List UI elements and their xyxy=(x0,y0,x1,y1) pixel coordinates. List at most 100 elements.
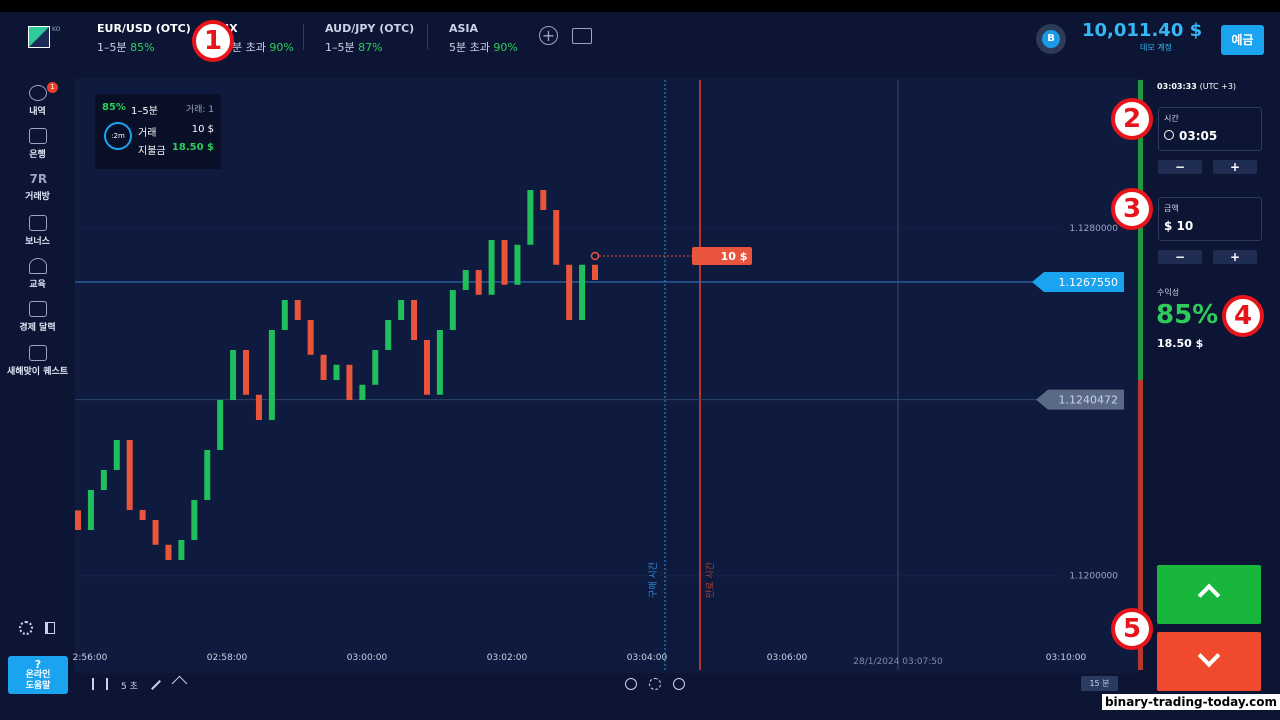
profit-percent: 85% xyxy=(1156,300,1219,330)
candle xyxy=(75,510,81,530)
sidebar-item[interactable]: 경제 달력 xyxy=(0,301,75,333)
time-input[interactable]: 시간 03:05 xyxy=(1158,107,1262,151)
time-plus[interactable]: + xyxy=(1213,160,1257,174)
candle xyxy=(423,340,430,395)
candle xyxy=(579,264,586,320)
call-button[interactable] xyxy=(1157,565,1261,624)
sidebar-item[interactable]: 교육 xyxy=(0,258,75,290)
asset-tab[interactable]: EUR/USD (OTC) 1–5분 85% xyxy=(97,22,191,55)
timezone: (UTC +3) xyxy=(1199,82,1237,91)
sentiment-bar-up xyxy=(1138,80,1143,380)
chart-type-button[interactable] xyxy=(92,678,108,690)
candle xyxy=(540,190,547,210)
amount-input[interactable]: 금액 $ 10 xyxy=(1158,197,1262,241)
time-minus[interactable]: − xyxy=(1158,160,1202,174)
level-badge[interactable]: B xyxy=(1036,24,1066,54)
trade-label: 거래 xyxy=(138,128,157,139)
clock: 03:03:33 (UTC +3) xyxy=(1157,82,1236,91)
candle xyxy=(501,240,508,285)
candle xyxy=(307,320,314,355)
timeframe-button[interactable]: 5 초 xyxy=(121,682,138,692)
sidebar-item[interactable]: 7R 거래방 xyxy=(25,172,50,202)
deposit-button[interactable]: 예금 xyxy=(1221,25,1264,55)
asset-tab[interactable]: AUD/JPY (OTC) 1–5분 87% xyxy=(325,22,414,55)
candle xyxy=(87,490,94,530)
candle xyxy=(268,330,275,420)
candle xyxy=(113,440,120,470)
zoom-in-button[interactable] xyxy=(673,678,685,690)
candle xyxy=(411,300,418,340)
candle xyxy=(204,450,211,500)
x-tick-label: 03:04:00 xyxy=(627,653,668,663)
payout-value: 18.50 $ xyxy=(171,142,214,153)
amount-value: $ 10 xyxy=(1164,219,1194,233)
date-label: 28/1/2024 03:07:50 xyxy=(853,657,943,667)
amount-minus[interactable]: − xyxy=(1158,250,1202,264)
account-type[interactable]: 데모 계정 xyxy=(1140,43,1172,52)
zoom-out-button[interactable] xyxy=(625,678,637,690)
sidebar-label: 내역 xyxy=(29,107,46,117)
sidebar-label: 은행 xyxy=(29,150,46,160)
x-tick-label: 2:56:00 xyxy=(73,653,108,663)
candle xyxy=(100,470,107,490)
time-text: 03:05 xyxy=(1179,129,1218,143)
sidebar-item[interactable]: 은행 xyxy=(0,128,75,160)
sound-button[interactable] xyxy=(45,622,55,634)
trade-marker-label: 10 $ xyxy=(721,250,748,263)
help-button[interactable]: ? 온라인 도움말 xyxy=(8,656,68,694)
divider xyxy=(303,24,304,50)
asset-payout: 90% xyxy=(269,41,294,54)
asset-duration: 5분 초과 xyxy=(449,41,490,54)
trade-count: 거래: 1 xyxy=(185,105,214,115)
asset-payout: 90% xyxy=(493,41,518,54)
time-label: 시간 xyxy=(1164,114,1179,123)
candle xyxy=(449,290,456,330)
zoom-level[interactable]: 15 분 xyxy=(1081,676,1118,691)
candle xyxy=(553,210,560,265)
current-price-label: 1.1267550 xyxy=(1059,276,1119,289)
sidebar-item[interactable]: 보너스 xyxy=(0,215,75,247)
asset-tab[interactable]: ASIA 5분 초과 90% xyxy=(449,22,518,55)
help-label: 온라인 도움말 xyxy=(25,670,51,691)
annotation: 3 xyxy=(1111,188,1153,230)
zoom-reset-button[interactable] xyxy=(649,678,661,690)
annotation: 1 xyxy=(192,20,234,62)
sidebar-label: 새해맞이 퀘스트 xyxy=(6,367,69,377)
annotation: 5 xyxy=(1111,608,1153,650)
add-asset-button[interactable]: + xyxy=(539,26,558,45)
amount-plus[interactable]: + xyxy=(1213,250,1257,264)
asset-tab[interactable]: IX 5분 초과 90% xyxy=(225,22,294,55)
expiry-time-label: 만료 시간 xyxy=(705,562,716,598)
x-tick-label: 03:10:00 xyxy=(1046,653,1087,663)
watermark: binary-trading-today.com xyxy=(1102,694,1280,710)
annotation: 4 xyxy=(1222,295,1264,337)
annotation: 2 xyxy=(1111,98,1153,140)
settings-button[interactable] xyxy=(19,621,33,635)
trade-duration: 1–5분 xyxy=(131,106,158,117)
asset-name: ASIA xyxy=(449,22,479,35)
x-tick-label: 03:00:00 xyxy=(347,653,388,663)
layout-button[interactable] xyxy=(572,28,592,44)
candle xyxy=(126,440,133,510)
candle xyxy=(566,264,573,320)
sidebar-item[interactable]: 내역 xyxy=(0,85,75,117)
logo[interactable] xyxy=(28,26,50,48)
candle xyxy=(398,300,405,320)
candle xyxy=(178,540,185,560)
level-price-label: 1.1240472 xyxy=(1059,394,1119,407)
profit-label: 수익성 xyxy=(1157,288,1180,297)
candle xyxy=(152,520,159,545)
current-price-tag xyxy=(1032,271,1124,292)
candle xyxy=(255,394,262,420)
candle xyxy=(359,384,366,400)
sidebar-item[interactable]: 새해맞이 퀘스트 xyxy=(0,345,75,377)
asset-payout: 85% xyxy=(130,41,155,54)
level-letter: B xyxy=(1042,30,1060,48)
asset-duration: 1–5분 xyxy=(97,41,127,54)
put-button[interactable] xyxy=(1157,632,1261,691)
candle xyxy=(385,320,392,350)
candle xyxy=(217,400,224,450)
trade-payout: 85% xyxy=(102,102,126,113)
